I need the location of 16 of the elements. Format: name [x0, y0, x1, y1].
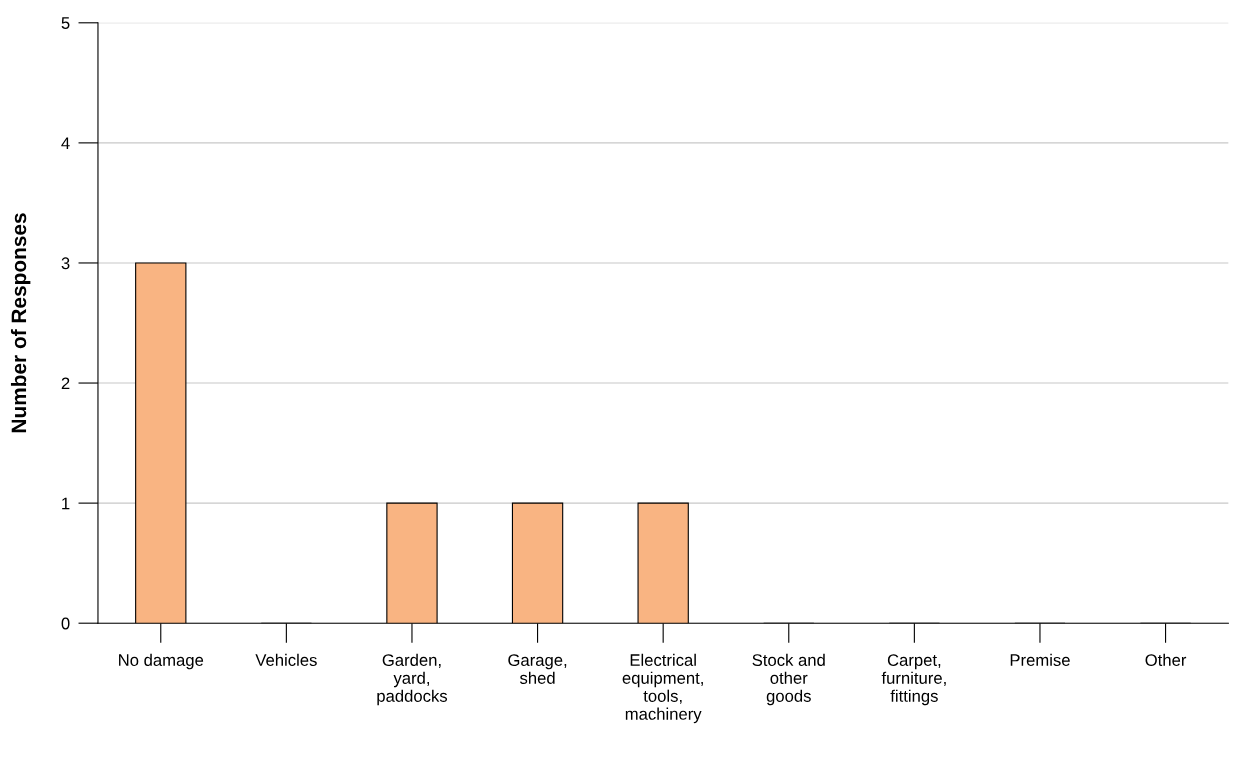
x-tick-label: Vehicles	[255, 653, 317, 666]
y-tick-label: 5	[61, 17, 70, 29]
y-axis-title: Number of Responses	[10, 213, 31, 433]
y-tick-label: 3	[61, 257, 70, 270]
x-tick-label: Electrical equipment, tools, machinery	[622, 653, 703, 724]
x-tick-label: Garage, shed	[508, 654, 567, 684]
x-tick-label: Carpet, furniture, fittings	[881, 654, 946, 706]
y-tick-label: 1	[62, 497, 70, 510]
y-tick-label: 4	[61, 137, 70, 149]
x-tick-label: Stock and other goods	[752, 653, 825, 706]
x-tick-label: Premise	[1010, 653, 1070, 666]
y-tick-label: 2	[61, 377, 70, 390]
x-tick-label: Garden, yard, paddocks	[377, 653, 448, 706]
x-tick-label: Other	[1145, 653, 1187, 666]
x-tick-label: No damage	[119, 653, 204, 670]
y-tick-label: 0	[61, 617, 70, 630]
